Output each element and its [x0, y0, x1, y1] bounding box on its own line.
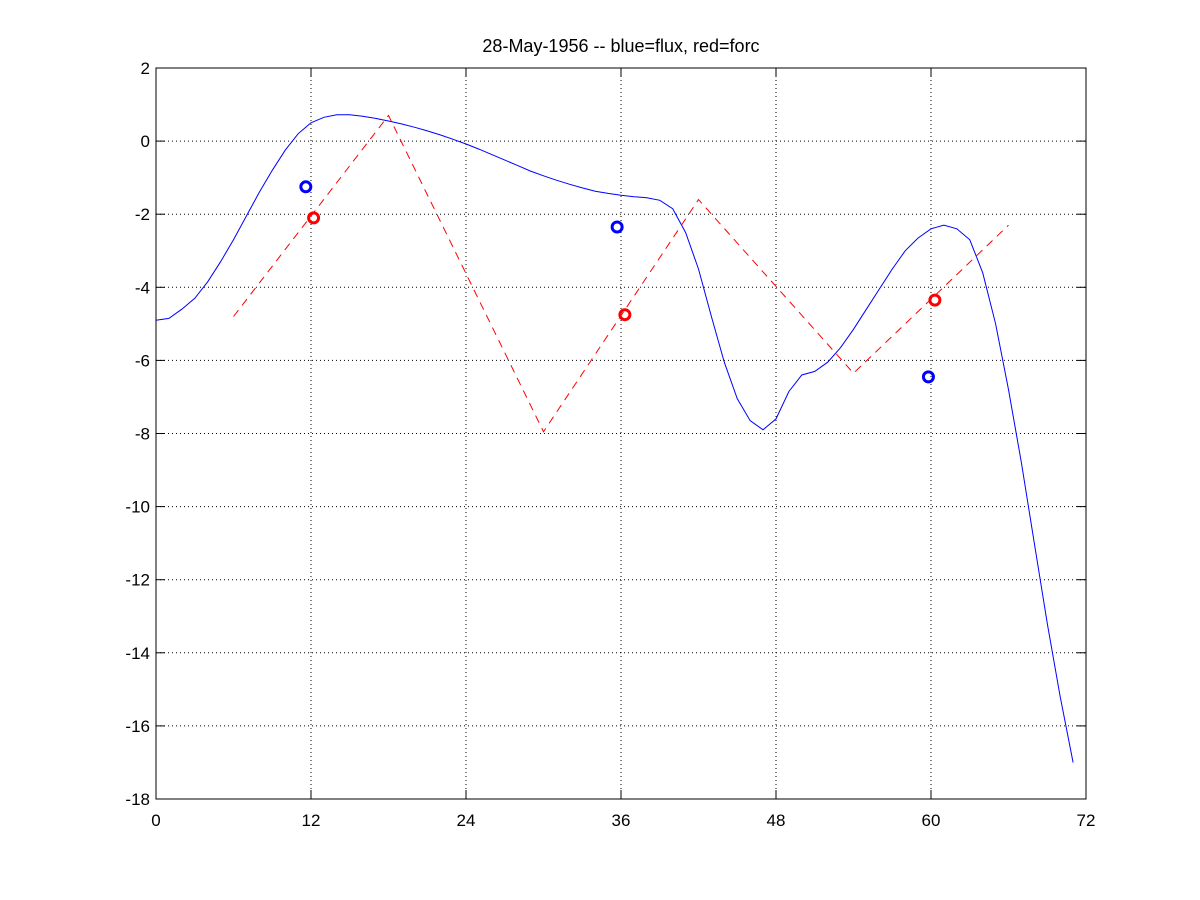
forc-marker [928, 293, 942, 307]
x-tick-label: 72 [1077, 811, 1096, 830]
chart-title: 28-May-1956 -- blue=flux, red=forc [482, 36, 759, 56]
y-tick-label: 2 [141, 59, 150, 78]
y-tick-label: -6 [135, 351, 150, 370]
y-tick-label: 0 [141, 132, 150, 151]
x-tick-label: 36 [612, 811, 631, 830]
y-tick-label: -18 [125, 790, 150, 809]
axis-ticks [155, 67, 1087, 800]
flux-marker [299, 180, 313, 194]
flux-line [155, 114, 1074, 763]
flux-marker [610, 220, 624, 234]
forc-marker [307, 211, 321, 225]
y-axis-tick-labels: 2 0 -2 -4 -6 -8 -10 -12 -14 -16 -18 [125, 59, 150, 809]
x-tick-label: 24 [457, 811, 476, 830]
y-tick-label: -10 [125, 498, 150, 517]
y-tick-label: -12 [125, 571, 150, 590]
plot-data [155, 114, 1074, 763]
x-axis-tick-labels: 0 12 24 36 48 60 72 [151, 811, 1095, 830]
x-tick-label: 60 [922, 811, 941, 830]
x-tick-label: 48 [767, 811, 786, 830]
y-tick-label: -16 [125, 717, 150, 736]
y-tick-label: -14 [125, 644, 150, 663]
forc-marker [618, 308, 632, 322]
y-tick-label: -4 [135, 278, 150, 297]
grid-lines [156, 68, 1086, 799]
y-tick-label: -2 [135, 205, 150, 224]
flux-marker [921, 370, 935, 384]
y-tick-label: -8 [135, 425, 150, 444]
x-tick-label: 12 [302, 811, 321, 830]
x-tick-label: 0 [151, 811, 160, 830]
